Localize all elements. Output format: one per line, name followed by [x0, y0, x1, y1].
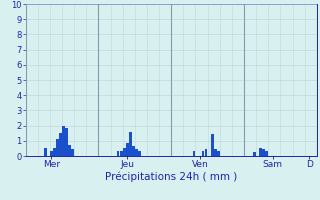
- Bar: [217, 151, 220, 156]
- Bar: [117, 151, 119, 156]
- Bar: [193, 151, 195, 156]
- X-axis label: Précipitations 24h ( mm ): Précipitations 24h ( mm ): [105, 172, 237, 182]
- Bar: [126, 143, 129, 156]
- Bar: [44, 148, 47, 156]
- Bar: [138, 151, 141, 156]
- Bar: [123, 148, 125, 156]
- Bar: [68, 145, 71, 156]
- Bar: [135, 149, 138, 156]
- Bar: [202, 151, 204, 156]
- Bar: [262, 149, 265, 156]
- Bar: [53, 148, 56, 156]
- Bar: [71, 149, 74, 156]
- Bar: [129, 132, 132, 156]
- Bar: [65, 128, 68, 156]
- Bar: [211, 134, 213, 156]
- Bar: [62, 126, 65, 156]
- Bar: [253, 152, 256, 156]
- Bar: [50, 151, 53, 156]
- Bar: [214, 149, 217, 156]
- Bar: [132, 146, 135, 156]
- Bar: [120, 151, 123, 156]
- Bar: [59, 133, 62, 156]
- Bar: [205, 149, 207, 156]
- Bar: [56, 139, 59, 156]
- Bar: [259, 148, 262, 156]
- Bar: [265, 151, 268, 156]
